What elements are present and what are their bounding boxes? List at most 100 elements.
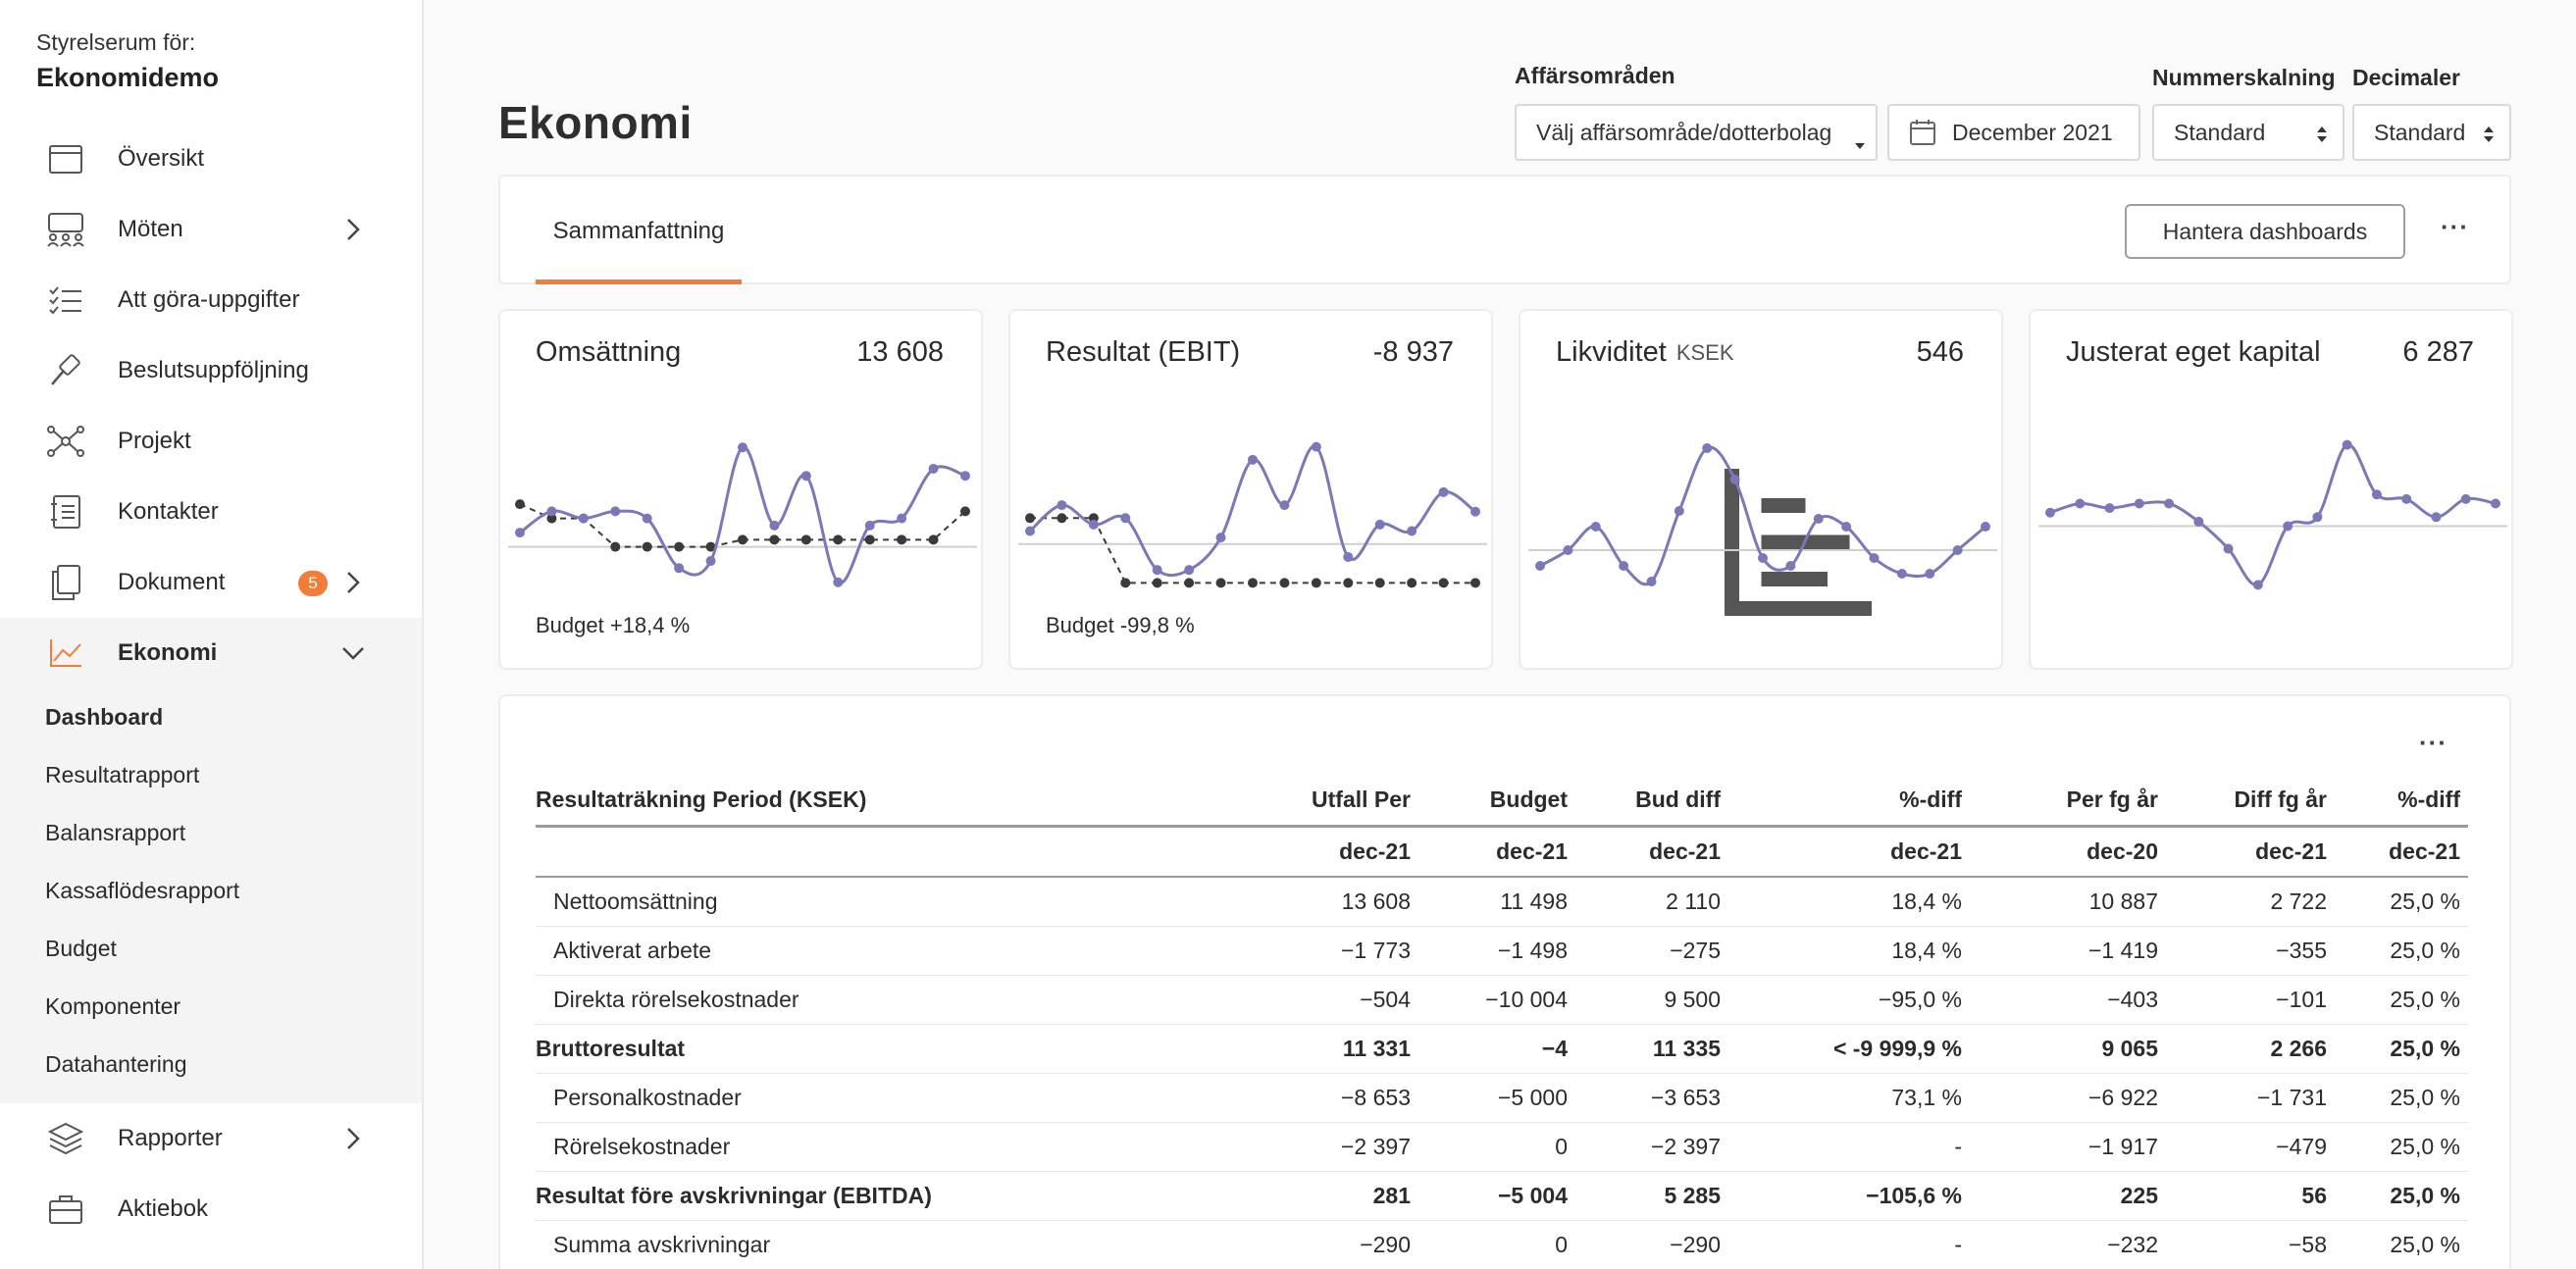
kpi-card-likviditet[interactable]: Likviditet KSEK 546 — [1519, 309, 2003, 670]
row-label: Summa avskrivningar — [536, 1220, 1242, 1269]
table-cell: 11 498 — [1418, 877, 1575, 927]
date-picker[interactable]: December 2021 — [1887, 104, 2140, 161]
checklist-icon — [45, 279, 86, 321]
table-cell: −290 — [1242, 1220, 1418, 1269]
table-cell: −290 — [1575, 1220, 1728, 1269]
sort-arrows-icon — [2315, 124, 2329, 145]
kpi-value: 6 287 — [2402, 336, 2474, 368]
series-point — [769, 520, 780, 531]
table-row[interactable]: Resultat före avskrivningar (EBITDA) 281−… — [536, 1171, 2468, 1221]
caret-down-icon — [1854, 129, 1868, 151]
affarsomraden-label: Affärsområden — [1515, 63, 1675, 88]
table-cell: 56 — [2166, 1171, 2335, 1221]
series-point — [1248, 454, 1258, 465]
series-point — [2371, 489, 2382, 500]
table-row[interactable]: Personalkostnader −8 653 −5 000 −3 653 73,1 … — [536, 1073, 2468, 1123]
series-point — [2134, 498, 2144, 509]
subnav-balansrapport[interactable]: Balansrapport — [45, 820, 186, 845]
nummerskalning-value: Standard — [2174, 119, 2266, 145]
subnav-kassaflodesrapport[interactable]: Kassaflödesrapport — [45, 878, 240, 903]
subnav-budget[interactable]: Budget — [45, 936, 117, 961]
org-name[interactable]: Ekonomidemo — [36, 63, 220, 92]
tab-sammanfattning[interactable]: Sammanfattning — [552, 218, 725, 244]
series-point — [864, 520, 875, 531]
table-cell: −479 — [2166, 1122, 2335, 1172]
column-header: Bud diff — [1575, 775, 1728, 828]
table-cell: −2 397 — [1242, 1122, 1418, 1172]
kpi-card-eget-kapital[interactable]: Justerat eget kapital 6 287 — [2029, 309, 2513, 670]
table-cell: −232 — [1970, 1220, 2166, 1269]
series-point — [1841, 522, 1852, 532]
chart-line-icon — [45, 633, 86, 674]
sidebar-item-kontakter[interactable]: Kontakter — [0, 477, 422, 547]
table-row[interactable]: Nettoomsättning 13 608 11 498 2 110 18,4 % 10… — [536, 877, 2468, 927]
table-row[interactable]: Aktiverat arbete −1 773 −1 498 −275 18,4 % −1… — [536, 926, 2468, 976]
series-point — [1152, 565, 1162, 576]
table-cell: −5 004 — [1418, 1171, 1575, 1221]
column-header: Per fg år — [1970, 775, 2166, 828]
date-value: December 2021 — [1952, 119, 2113, 145]
budget-point — [1343, 578, 1354, 588]
sidebar-item-projekt[interactable]: Projekt — [0, 406, 422, 477]
table-cell: −2 397 — [1575, 1122, 1728, 1172]
subnav-datahantering[interactable]: Datahantering — [45, 1051, 187, 1077]
table-cell: 9 500 — [1575, 975, 1728, 1025]
budget-point — [674, 541, 685, 552]
sidebar-item-label: Dokument — [118, 569, 226, 595]
budget-point — [1056, 513, 1067, 524]
series-point — [2431, 512, 2442, 523]
table-cell: 0 — [1418, 1220, 1575, 1269]
row-label: Bruttoresultat — [536, 1024, 1242, 1074]
series-point — [1184, 565, 1195, 576]
series-point — [2193, 516, 2204, 527]
subnav-resultatrapport[interactable]: Resultatrapport — [45, 762, 200, 787]
table-row[interactable]: Bruttoresultat 11 331 −4 11 335 < -9 999,9 %… — [536, 1024, 2468, 1074]
hantera-dashboards-button[interactable]: Hantera dashboards — [2125, 204, 2405, 259]
kpi-title: Omsättning — [536, 336, 682, 368]
sidebar-item-label: Beslutsuppföljning — [118, 357, 309, 383]
sidebar-nav: Översikt Möten Att göra-uppgifter Beslut… — [0, 124, 422, 1244]
row-label: Resultat före avskrivningar (EBITDA) — [536, 1171, 1242, 1221]
period-header: dec-21 — [1242, 826, 1418, 878]
table-row[interactable]: Summa avskrivningar −290 0 −290- −232 −58 25,0… — [536, 1220, 2468, 1269]
table-cell: 25,0 % — [2335, 1220, 2468, 1269]
row-label: Aktiverat arbete — [536, 926, 1242, 976]
sidebar-item-oversikt[interactable]: Översikt — [0, 124, 422, 194]
table-cell: - — [1728, 1122, 1970, 1172]
sidebar-item-dokument[interactable]: Dokument 5 — [0, 547, 422, 618]
nummerskalning-label: Nummerskalning — [2152, 65, 2336, 90]
chevron-down-icon — [339, 639, 367, 667]
subnav-komponenter[interactable]: Komponenter — [45, 993, 181, 1019]
more-options-icon[interactable]: ··· — [2441, 212, 2469, 241]
kpi-title: Likviditet — [1556, 336, 1667, 368]
table-row[interactable]: Rörelsekostnader −2 397 0 −2 397- −1 917 −479… — [536, 1122, 2468, 1172]
kpi-card-resultat[interactable]: Resultat (EBIT) -8 937 Budget -99,8 % — [1008, 309, 1493, 670]
table-cell: 25,0 % — [2335, 1024, 2468, 1074]
kpi-value: 13 608 — [856, 336, 944, 368]
sidebar-item-ekonomi[interactable]: Ekonomi — [0, 618, 422, 688]
table-cell: −403 — [1970, 975, 2166, 1025]
nummerskalning-select[interactable]: Standard — [2152, 104, 2344, 161]
sidebar-item-beslutsuppfoljning[interactable]: Beslutsuppföljning — [0, 335, 422, 406]
table-cell: −4 — [1418, 1024, 1575, 1074]
series-point — [1896, 569, 1907, 579]
series-point — [1619, 561, 1629, 571]
subnav-dashboard[interactable]: Dashboard — [45, 704, 164, 730]
sidebar-item-rapporter[interactable]: Rapporter — [0, 1103, 422, 1174]
budget-point — [1152, 578, 1162, 588]
period-header — [536, 826, 1242, 878]
decimaler-select[interactable]: Standard — [2352, 104, 2511, 161]
kpi-title: Resultat (EBIT) — [1046, 336, 1241, 368]
sidebar-item-moten[interactable]: Möten — [0, 194, 422, 265]
table-row[interactable]: Direkta rörelsekostnader −504 −10 004 9 500… — [536, 975, 2468, 1025]
sidebar-item-att-gora[interactable]: Att göra-uppgifter — [0, 265, 422, 335]
more-options-icon[interactable]: ··· — [2419, 728, 2447, 757]
table-cell: 25,0 % — [2335, 926, 2468, 976]
sidebar-item-aktiebok[interactable]: Aktiebok — [0, 1174, 422, 1244]
series-point — [1952, 545, 1963, 555]
kpi-card-omsattning[interactable]: Omsättning 13 608 Budget +18,4 % — [498, 309, 983, 670]
series-point — [1025, 526, 1035, 536]
resultatrakning-card: ··· Resultaträkning Period (KSEK) Utfall… — [498, 694, 2511, 1269]
affarsomraden-select[interactable]: Välj affärsområde/dotterbolag — [1515, 104, 1878, 161]
kpi-value: -8 937 — [1372, 336, 1454, 368]
